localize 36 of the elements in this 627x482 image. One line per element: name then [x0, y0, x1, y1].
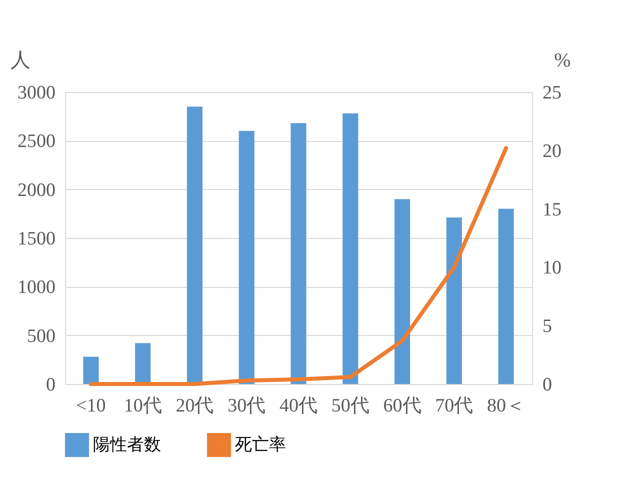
y2-axis-title: %: [554, 50, 571, 72]
y2-tick-label: 25: [542, 82, 562, 104]
bar: [135, 343, 151, 384]
x-tick-label: 60代: [383, 396, 422, 416]
x-tick-label: 40代: [280, 396, 318, 416]
x-tick-label: 10代: [124, 396, 162, 416]
x-tick-label: 70代: [435, 396, 474, 416]
x-tick-label: <10: [76, 396, 106, 416]
legend-label: 死亡率: [235, 435, 286, 454]
bar: [446, 218, 462, 384]
y-tick-label: 500: [27, 326, 56, 347]
bar: [342, 113, 358, 384]
bar: [394, 199, 410, 384]
bar: [290, 123, 306, 384]
y-tick-label: 2000: [18, 180, 56, 201]
x-tick-label: 80＜: [487, 396, 526, 416]
y-axis-title: 人: [10, 50, 30, 72]
x-tick-label: 50代: [331, 396, 370, 416]
y-tick-label: 0: [46, 374, 56, 396]
x-tick-label: 30代: [228, 396, 266, 416]
y2-tick-label: 5: [542, 316, 552, 338]
legend-label: 陽性者数: [93, 435, 161, 454]
bar: [498, 208, 514, 384]
bar: [83, 356, 99, 384]
y-tick-label: 3000: [18, 82, 56, 104]
y-tick-label: 1000: [18, 277, 56, 298]
y2-tick-label: 20: [542, 140, 562, 162]
line-series: [88, 146, 508, 386]
bar: [186, 106, 203, 384]
y-tick-label: 1500: [18, 228, 56, 250]
y2-tick-label: 0: [542, 374, 552, 396]
y-tick-label: 2500: [18, 131, 56, 152]
y2-tick-label: 10: [542, 258, 562, 279]
bar: [238, 130, 254, 384]
x-tick-label: 20代: [176, 396, 214, 416]
y2-tick-label: 15: [542, 199, 562, 220]
